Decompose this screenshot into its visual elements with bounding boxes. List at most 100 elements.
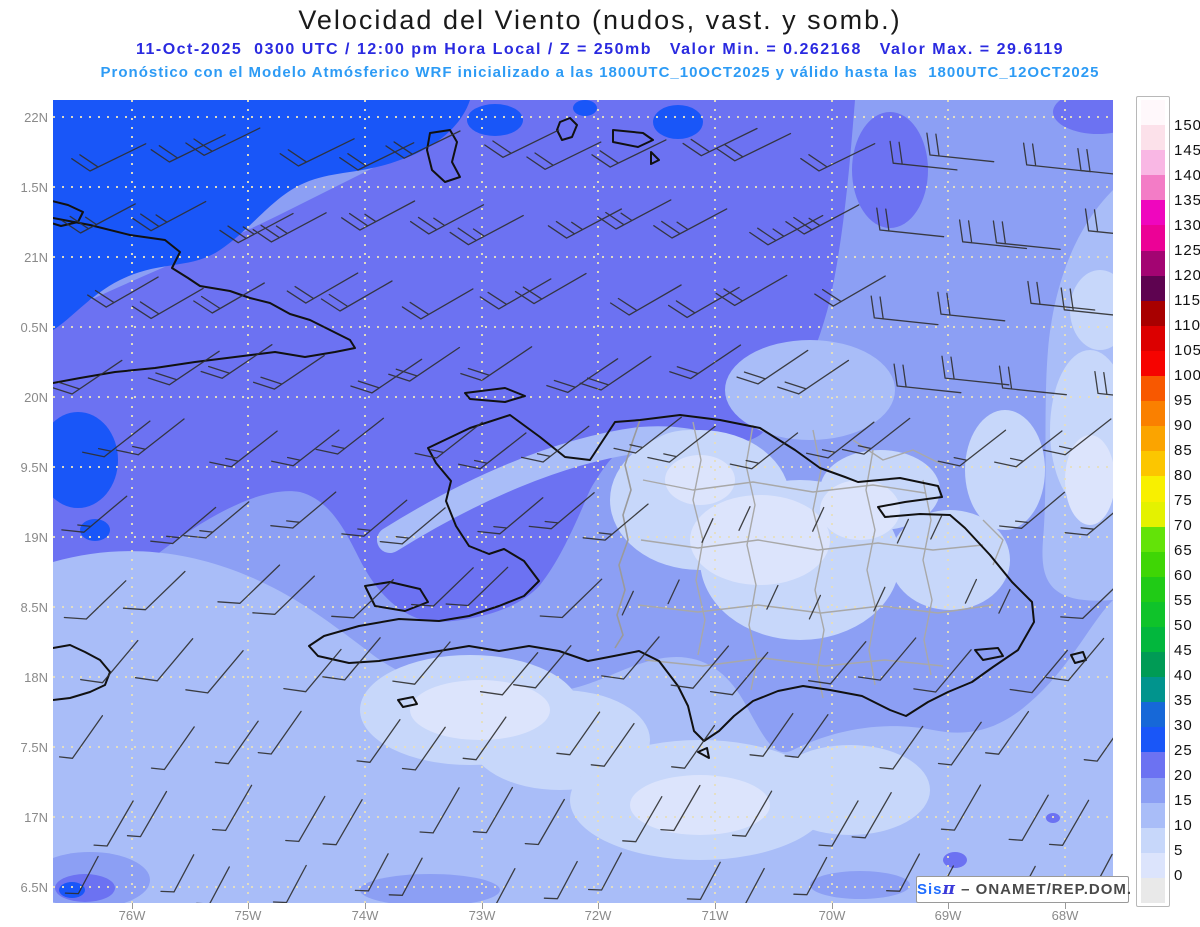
colorbar-tick-label: 145 bbox=[1174, 142, 1200, 159]
wind-barb bbox=[1043, 418, 1112, 456]
coast-nw-islet bbox=[53, 200, 84, 227]
wind-barb bbox=[252, 212, 327, 243]
coast-turks-b bbox=[612, 129, 654, 148]
colorbar-segment->150 bbox=[1141, 100, 1165, 127]
wind-barb bbox=[209, 430, 278, 468]
lon-tick bbox=[948, 903, 949, 909]
colorbar-tick-label: 35 bbox=[1174, 692, 1193, 709]
wind-barb bbox=[513, 645, 572, 689]
colorbar-tick-label: 100 bbox=[1174, 367, 1200, 384]
colorbar-segment-25-30 bbox=[1141, 727, 1165, 754]
wind-barb bbox=[462, 716, 507, 761]
wind-barb bbox=[388, 346, 461, 382]
colorbar-segment-10-15 bbox=[1141, 802, 1165, 829]
wind-barb bbox=[647, 425, 716, 463]
wind-barb bbox=[331, 578, 394, 619]
wind-barb bbox=[322, 799, 363, 846]
lat-label: 1.5N bbox=[20, 180, 48, 195]
wind-barb bbox=[622, 796, 663, 843]
wind-barb bbox=[591, 139, 667, 168]
sispi-onamet-logo: Sisπ – ONAMET/REP.DOM. bbox=[916, 876, 1133, 903]
wind-barb bbox=[601, 636, 660, 680]
colorbar-tick-label: 0 bbox=[1174, 867, 1184, 884]
shade-band-20-25 bbox=[943, 852, 967, 868]
lat-label: 22N bbox=[24, 110, 48, 125]
wind-barb bbox=[926, 132, 995, 163]
colorbar-segment-5-10 bbox=[1141, 827, 1165, 854]
wind-speed-shading bbox=[53, 100, 1113, 903]
coast-beata bbox=[697, 747, 710, 759]
wind-barb bbox=[999, 491, 1066, 529]
shade-band-15-20 bbox=[810, 871, 910, 899]
wind-barb bbox=[93, 800, 134, 847]
colorbar-tick-label: 20 bbox=[1174, 767, 1193, 784]
wind-barb bbox=[660, 784, 701, 832]
colorbar-segment-60-65 bbox=[1141, 551, 1165, 578]
lon-label: 73W bbox=[468, 908, 496, 923]
colorbar-tick-label: 10 bbox=[1174, 817, 1193, 834]
colorbar-tick-label: 70 bbox=[1174, 517, 1193, 534]
wind-barb bbox=[449, 214, 524, 246]
coast-ile-a-vache bbox=[397, 696, 418, 708]
wind-barb bbox=[257, 710, 302, 755]
wind-barb bbox=[896, 518, 910, 544]
lat-label: 20N bbox=[24, 390, 48, 405]
lon-label: 71W bbox=[701, 908, 729, 923]
model-info-subtitle: Pronóstico con el Modelo Atmósferico WRF… bbox=[100, 64, 1100, 81]
wind-barb bbox=[270, 491, 337, 529]
wind-barb bbox=[998, 588, 1011, 614]
colorbar-tick-label: 110 bbox=[1174, 317, 1200, 334]
wind-barb bbox=[87, 276, 159, 308]
colorbar-segment-30-35 bbox=[1141, 702, 1165, 729]
lat-label: 0.5N bbox=[20, 320, 48, 335]
wind-barb bbox=[460, 346, 533, 382]
wind-barb bbox=[131, 287, 204, 320]
wind-barb bbox=[520, 425, 590, 463]
colorbar-tick-label: 130 bbox=[1174, 217, 1200, 234]
colorbar-segment-20-25 bbox=[1141, 752, 1165, 779]
shade-band-25-30 bbox=[59, 882, 85, 898]
wind-barb bbox=[322, 637, 381, 681]
map-layers bbox=[53, 100, 1113, 903]
wind-barb bbox=[409, 204, 485, 235]
lon-tick bbox=[248, 903, 249, 909]
wind-barb bbox=[214, 720, 259, 765]
wind-barb bbox=[64, 855, 99, 895]
haiti-dr-border bbox=[614, 419, 641, 649]
wind-barb bbox=[477, 497, 544, 535]
colorbar-segment-65-70 bbox=[1141, 526, 1165, 553]
wind-barb bbox=[479, 652, 539, 696]
wind-barb bbox=[392, 641, 451, 685]
wind-barb bbox=[53, 359, 123, 395]
wind-barb bbox=[729, 432, 799, 470]
wind-barb bbox=[472, 786, 514, 834]
wind-barb bbox=[667, 579, 680, 605]
wind-barb bbox=[841, 417, 911, 455]
lon-label: 72W bbox=[584, 908, 612, 923]
wind-barb bbox=[613, 416, 682, 454]
wind-barb bbox=[1008, 794, 1049, 841]
colorbar-segment-85-90 bbox=[1141, 426, 1165, 453]
shade-band-25-30 bbox=[573, 100, 597, 116]
colorbar-tick-label: 60 bbox=[1174, 567, 1193, 584]
wind-barb bbox=[339, 142, 415, 171]
wind-barb bbox=[879, 725, 924, 770]
wind-barb bbox=[940, 784, 982, 831]
wind-barb bbox=[185, 127, 261, 156]
wind-barb bbox=[579, 355, 652, 391]
wind-barb bbox=[71, 143, 147, 172]
colorbar-segment-75-80 bbox=[1141, 476, 1165, 503]
wind-barb bbox=[1083, 737, 1113, 762]
lat-label: 19N bbox=[24, 530, 48, 545]
colorbar-segment-115-120 bbox=[1141, 275, 1165, 302]
wind-barb bbox=[150, 134, 226, 163]
colorbar-segment-35-40 bbox=[1141, 677, 1165, 704]
lon-label: 76W bbox=[118, 908, 146, 923]
colorbar-segment-100-105 bbox=[1141, 350, 1165, 378]
coast-turks-c bbox=[650, 151, 660, 165]
wind-barb bbox=[341, 200, 416, 231]
onamet-text: – ONAMET/REP.DOM. bbox=[955, 881, 1133, 898]
colorbar-segment-40-45 bbox=[1141, 652, 1165, 679]
colorbar-segment-130-135 bbox=[1141, 200, 1165, 227]
wind-barb bbox=[913, 649, 972, 693]
